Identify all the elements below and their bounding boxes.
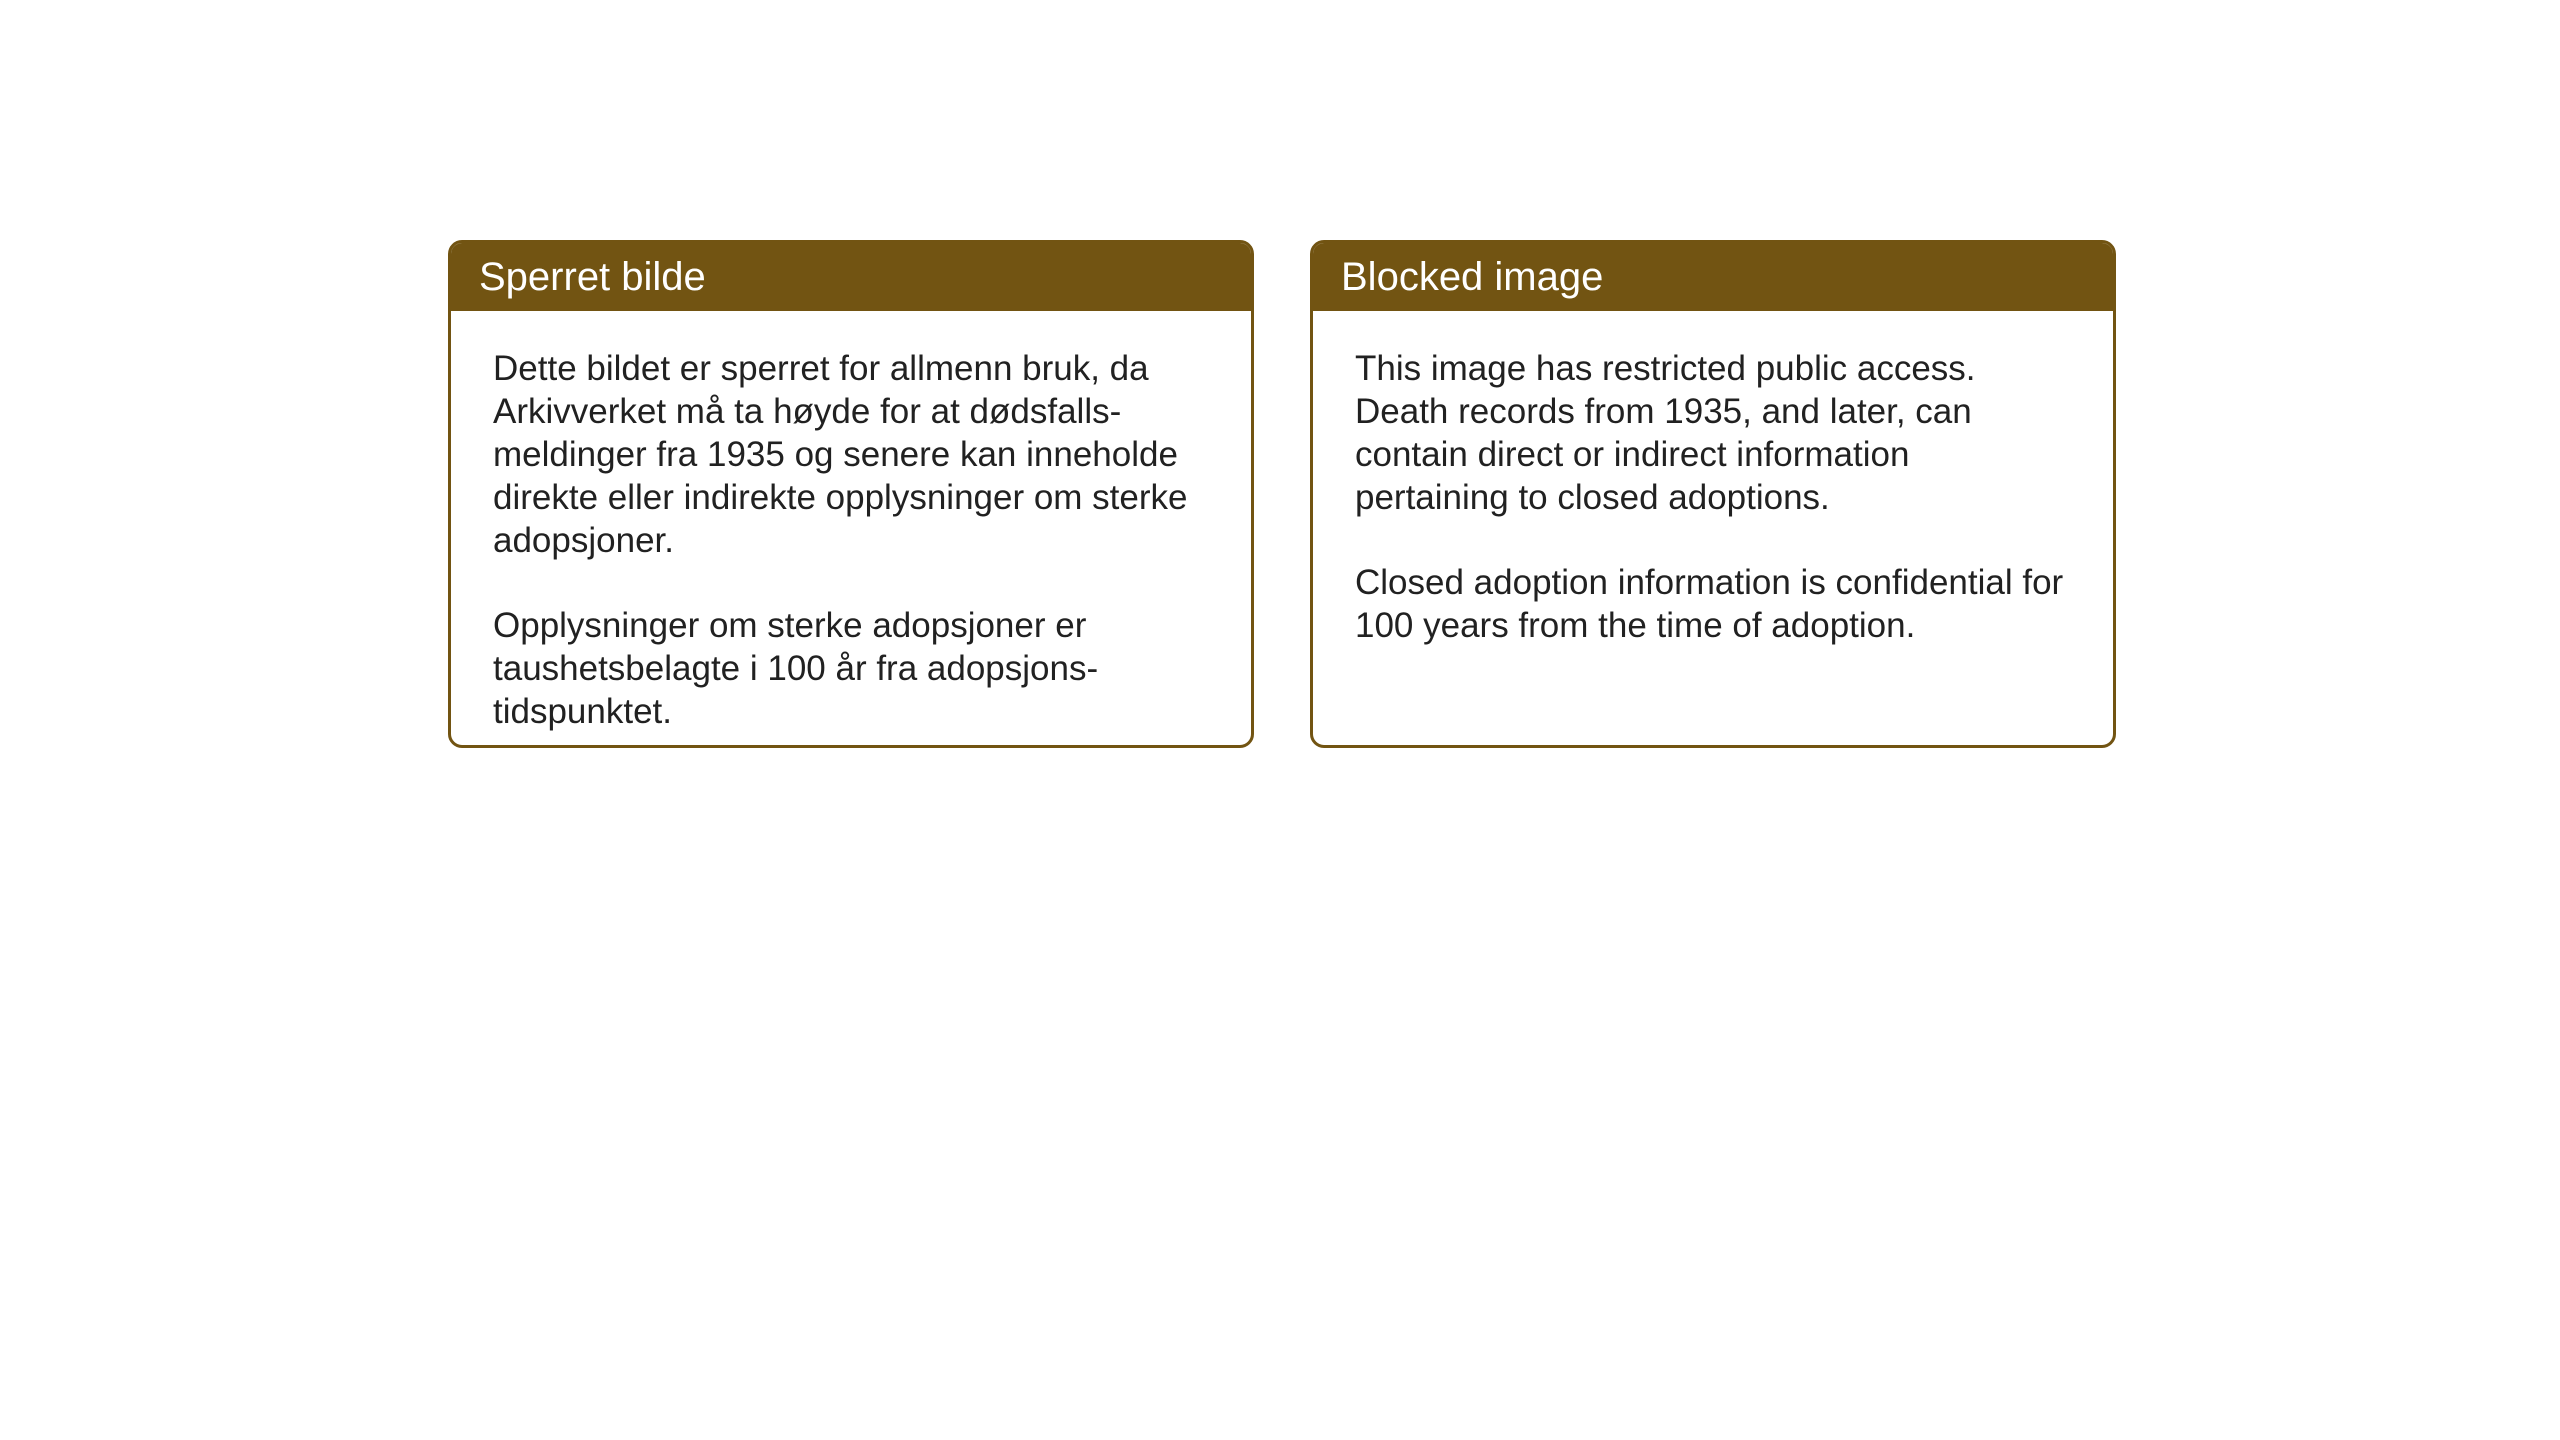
notice-container: Sperret bilde Dette bildet er sperret fo…: [448, 240, 2118, 748]
card-title: Sperret bilde: [479, 255, 706, 299]
card-body-norwegian: Dette bildet er sperret for allmenn bruk…: [451, 311, 1251, 748]
card-body-english: This image has restricted public access.…: [1313, 311, 2113, 683]
notice-card-english: Blocked image This image has restricted …: [1310, 240, 2116, 748]
card-header-english: Blocked image: [1313, 243, 2113, 311]
card-header-norwegian: Sperret bilde: [451, 243, 1251, 311]
notice-paragraph: This image has restricted public access.…: [1355, 347, 2071, 519]
notice-card-norwegian: Sperret bilde Dette bildet er sperret fo…: [448, 240, 1254, 748]
notice-paragraph: Closed adoption information is confident…: [1355, 561, 2071, 647]
notice-paragraph: Dette bildet er sperret for allmenn bruk…: [493, 347, 1209, 562]
card-title: Blocked image: [1341, 255, 1603, 299]
notice-paragraph: Opplysninger om sterke adopsjoner er tau…: [493, 604, 1209, 733]
